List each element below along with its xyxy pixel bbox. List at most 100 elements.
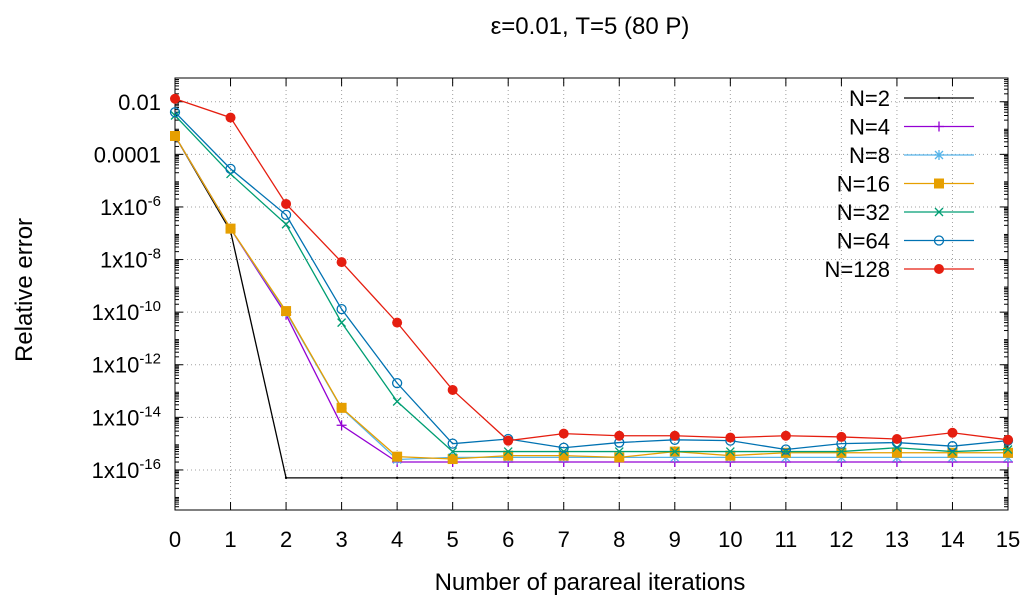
data-point <box>1003 447 1013 458</box>
data-point <box>891 447 902 458</box>
series-line <box>174 135 1008 479</box>
marker-shape <box>170 111 180 120</box>
marker-shape <box>836 447 847 458</box>
data-point <box>947 441 958 452</box>
data-point <box>562 476 565 480</box>
data-point <box>725 432 736 443</box>
marker-shape <box>836 447 846 457</box>
data-point <box>669 430 680 441</box>
marker-shape <box>729 476 732 480</box>
x-tick-label: 12 <box>829 527 853 552</box>
x-tick-label: 1 <box>224 527 236 552</box>
x-tick-label: 6 <box>502 527 514 552</box>
data-point <box>225 112 236 123</box>
x-tick-label: 8 <box>613 527 625 552</box>
marker-shape <box>340 476 343 480</box>
legend-marker <box>933 235 945 246</box>
data-point <box>170 111 180 120</box>
marker-shape <box>669 452 680 463</box>
data-point <box>392 317 403 328</box>
data-point <box>170 130 180 141</box>
data-point <box>447 438 458 449</box>
legend-item: N=32 <box>837 200 974 225</box>
data-point <box>891 434 902 445</box>
legend-marker <box>937 96 941 100</box>
y-tick-label: 0.0001 <box>94 142 161 167</box>
marker-shape <box>895 476 899 480</box>
series-line <box>174 135 1008 463</box>
data-point <box>559 447 569 457</box>
legend-label: N=4 <box>849 115 890 140</box>
marker-shape <box>225 163 236 175</box>
legend-label: N=64 <box>837 229 890 254</box>
data-point <box>780 430 791 441</box>
legend-item: N=128 <box>825 257 974 282</box>
marker-shape <box>937 96 941 100</box>
marker-shape <box>562 476 565 480</box>
data-point <box>836 431 847 442</box>
data-point <box>673 476 676 480</box>
data-point <box>836 447 847 458</box>
data-point <box>558 428 569 439</box>
series-n-32 <box>170 111 1013 457</box>
marker-shape <box>225 112 236 123</box>
marker-shape <box>507 476 510 480</box>
legend-label: N=32 <box>837 200 890 225</box>
marker-shape <box>336 257 347 268</box>
marker-shape <box>725 450 736 461</box>
x-tick-label: 5 <box>447 527 459 552</box>
legend: N=2 N=4 N=8 N=16 N=32 N=64 N=128 <box>825 86 974 282</box>
marker-shape <box>170 93 180 104</box>
series-line <box>174 98 1009 442</box>
marker-shape <box>614 430 625 441</box>
legend-label: N=8 <box>849 143 890 168</box>
data-point <box>503 447 513 457</box>
x-tick-label: 13 <box>885 527 909 552</box>
marker-shape <box>670 447 680 457</box>
legend-label: N=2 <box>849 86 890 111</box>
data-point <box>729 476 732 480</box>
y-tick-label: 1x10-12 <box>92 351 161 378</box>
data-point <box>391 377 403 389</box>
marker-shape <box>503 450 514 461</box>
data-point <box>451 476 454 480</box>
data-point <box>337 318 347 328</box>
marker-shape <box>395 476 399 480</box>
marker-shape <box>934 121 944 132</box>
marker-shape <box>725 432 736 443</box>
marker-shape <box>447 438 458 449</box>
y-tick-label: 1x10-14 <box>92 403 161 430</box>
marker-shape <box>780 430 791 441</box>
data-point <box>447 384 458 395</box>
data-point <box>340 476 343 480</box>
x-axis-title: Number of parareal iterations <box>435 569 746 596</box>
marker-shape <box>947 441 958 452</box>
data-point <box>395 476 399 480</box>
marker-shape <box>934 178 944 189</box>
y-tick-label: 0.01 <box>118 90 161 115</box>
marker-shape <box>891 434 902 445</box>
marker-shape <box>934 264 944 274</box>
data-point <box>669 452 680 463</box>
x-tick-label: 3 <box>335 527 347 552</box>
data-point <box>448 447 458 457</box>
marker-shape <box>933 235 945 246</box>
data-point <box>284 476 288 480</box>
x-tick-label: 7 <box>558 527 570 552</box>
data-point <box>280 209 292 221</box>
legend-item: N=8 <box>849 143 974 168</box>
marker-shape <box>780 444 792 455</box>
marker-shape <box>892 443 902 453</box>
marker-shape <box>948 447 957 457</box>
marker-shape <box>336 420 347 431</box>
marker-shape <box>934 150 944 160</box>
grid-layer <box>175 78 1008 510</box>
marker-shape <box>503 447 513 457</box>
data-point <box>836 447 846 457</box>
marker-shape <box>392 317 403 328</box>
data-point <box>948 447 957 457</box>
legend-marker <box>934 121 944 132</box>
marker-shape <box>618 476 621 480</box>
legend-marker <box>934 264 944 274</box>
